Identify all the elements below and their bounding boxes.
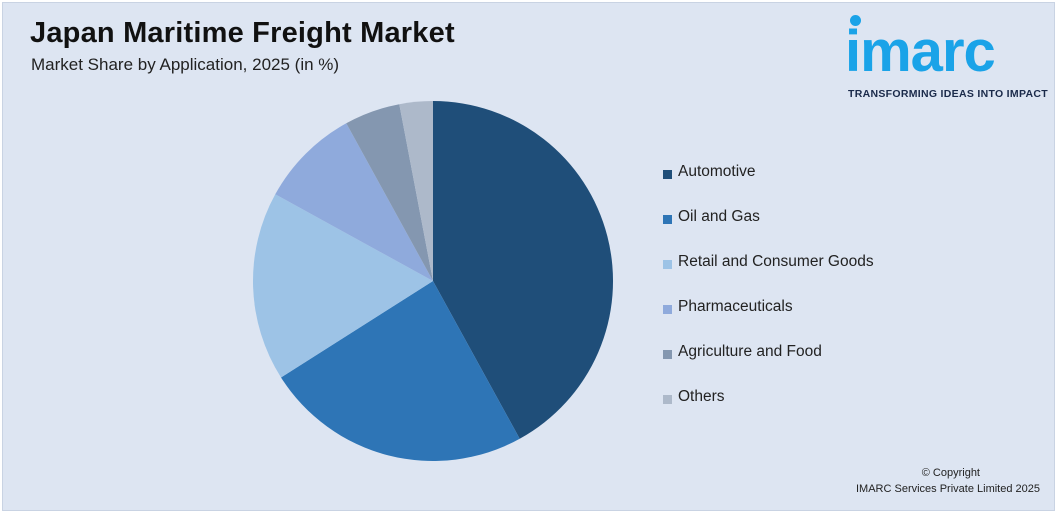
chart-subtitle: Market Share by Application, 2025 (in %)	[31, 55, 340, 74]
legend-swatch	[663, 260, 672, 269]
copyright-line-1: © Copyright	[921, 467, 980, 479]
legend-label: Pharmaceuticals	[678, 298, 793, 315]
imarc-logo: imarc TRANSFORMING IDEAS INTO IMPACT	[845, 13, 1050, 103]
copyright-notice: © Copyright IMARC Services Private Limit…	[856, 465, 1040, 497]
chart-title: Japan Maritime Freight Market	[30, 17, 455, 49]
legend-label: Agriculture and Food	[678, 343, 822, 360]
legend-swatch	[663, 170, 672, 179]
pie-slice-pharmaceuticals	[275, 123, 433, 281]
pie-slice-automotive	[433, 101, 614, 439]
legend-item-retail-and-consumer-goods: Retail and Consumer Goods	[663, 253, 874, 298]
legend-label: Retail and Consumer Goods	[678, 253, 874, 270]
legend-item-automotive: Automotive	[663, 163, 874, 208]
legend-label: Oil and Gas	[678, 208, 760, 225]
logo-dot-icon	[850, 15, 861, 26]
legend-swatch	[663, 350, 672, 359]
legend-item-oil-and-gas: Oil and Gas	[663, 208, 874, 253]
pie-slice-agriculture-and-food	[346, 104, 433, 281]
logo-wordmark: imarc	[845, 19, 996, 84]
pie-slice-retail-and-consumer-goods	[252, 194, 433, 378]
legend-swatch	[663, 305, 672, 314]
legend-item-agriculture-and-food: Agriculture and Food	[663, 343, 874, 388]
pie-chart	[252, 101, 614, 462]
chart-legend: Automotive Oil and Gas Retail and Consumer…	[663, 163, 874, 433]
pie-slice-others	[399, 101, 433, 281]
legend-label: Automotive	[678, 163, 756, 180]
legend-label: Others	[678, 388, 725, 405]
pie-slice-oil-and-gas	[281, 281, 520, 462]
legend-item-others: Others	[663, 388, 874, 433]
legend-swatch	[663, 395, 672, 404]
legend-item-pharmaceuticals: Pharmaceuticals	[663, 298, 874, 343]
copyright-line-2: IMARC Services Private Limited 2025	[855, 483, 1040, 495]
logo-tagline: TRANSFORMING IDEAS INTO IMPACT	[848, 88, 1048, 100]
legend-swatch	[663, 215, 672, 224]
